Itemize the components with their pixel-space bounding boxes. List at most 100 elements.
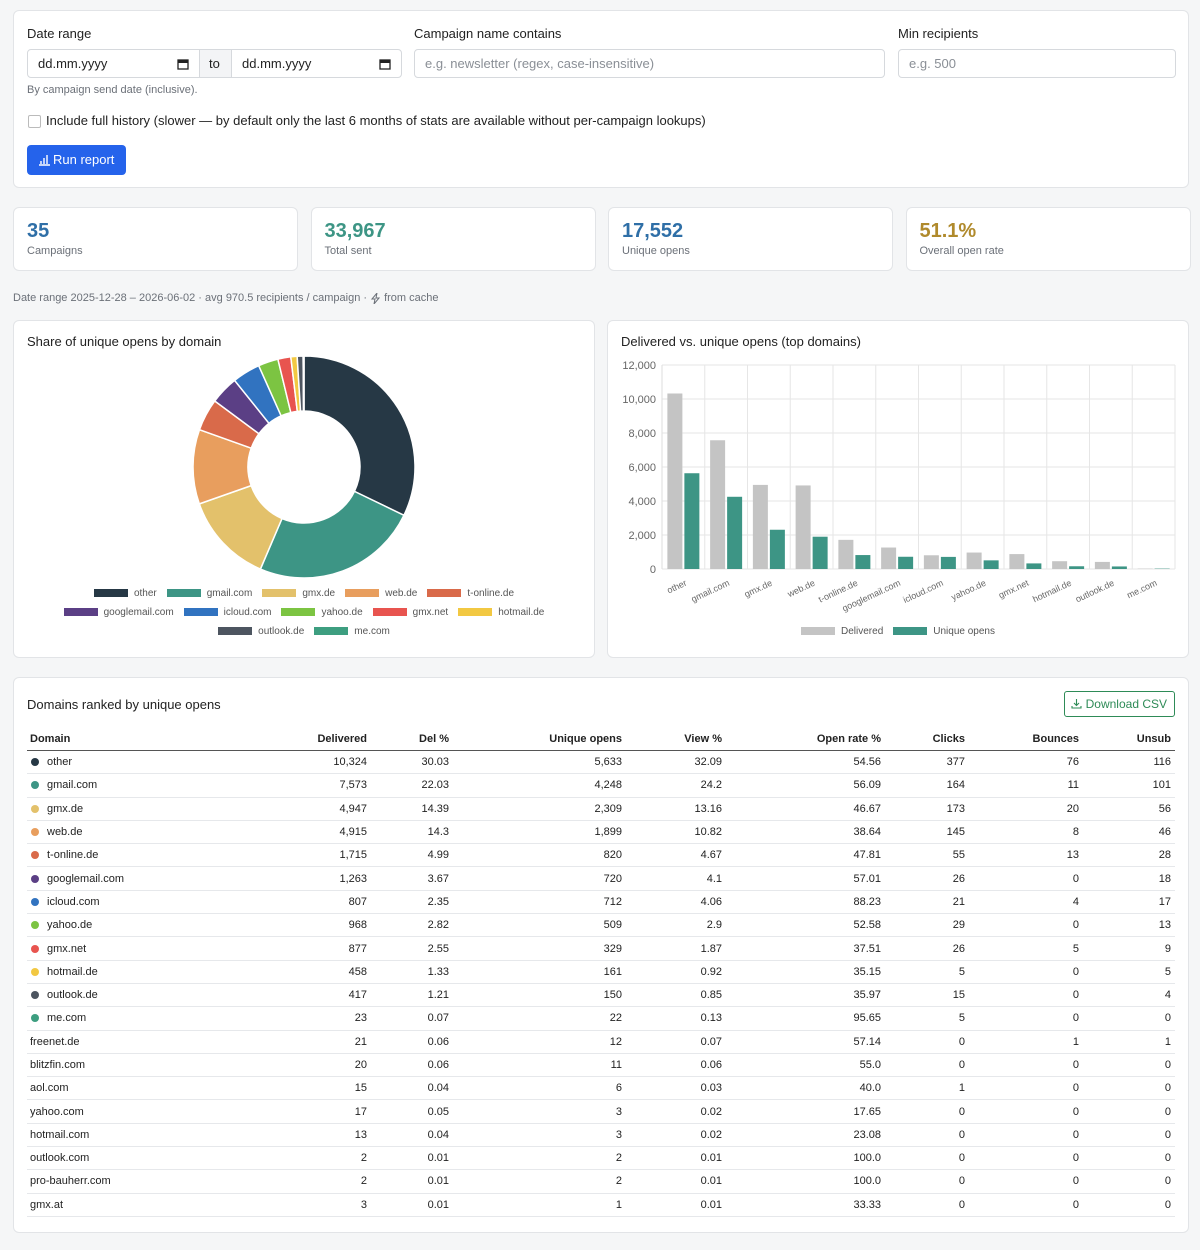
table-cell: 56.09 (726, 773, 885, 798)
bar (966, 552, 982, 569)
column-header: Clicks (885, 728, 969, 751)
table-cell: 0 (885, 1030, 969, 1054)
table-cell: 3 (240, 1193, 371, 1217)
domain-cell: outlook.de (27, 983, 240, 1008)
x-tick-label: gmx.net (997, 578, 1031, 601)
min-input[interactable]: e.g. 500 (898, 49, 1176, 78)
table-cell: 0 (1083, 1099, 1175, 1124)
table-cell: 0 (969, 913, 1083, 938)
legend-swatch (183, 608, 218, 616)
table-cell: 100.0 (726, 1146, 885, 1171)
table-cell: 0.02 (626, 1099, 726, 1124)
header-row: Domain Delivered Del % Unique opens View % Op… (27, 728, 1175, 751)
table-cell: 5 (885, 1006, 969, 1031)
table-cell: 38.64 (726, 820, 885, 845)
domain-name: web.de (47, 826, 83, 839)
date-to-input[interactable]: dd.mm.yyyy (231, 49, 402, 78)
legend-item: hotmail.de (458, 605, 544, 619)
domain-cell: yahoo.com (27, 1099, 240, 1124)
stat-value: 51.1% (919, 220, 977, 242)
table-cell: 0 (969, 866, 1083, 891)
table-row: other 10,324 30.03 5,633 32.09 54.56 377 76 116 (27, 750, 1175, 775)
campaign-input[interactable]: e.g. newsletter (regex, case-insensitive… (414, 49, 885, 78)
domain-cell: me.com (27, 1006, 240, 1031)
table-cell: 21 (240, 1030, 371, 1054)
legend-item: icloud.com (183, 605, 271, 619)
date-hint: By campaign send date (inclusive). (27, 84, 198, 96)
table-cell: 4 (1083, 983, 1175, 1008)
table-cell: 1,899 (453, 820, 626, 845)
table-cell: 807 (240, 890, 371, 915)
legend-label: web.de (385, 587, 418, 599)
bar (684, 473, 700, 569)
meta-cache: from cache (384, 292, 439, 304)
table-cell: 13.16 (626, 797, 726, 821)
chart-title: Share of unique opens by domain (27, 334, 222, 349)
table-cell: 0.13 (626, 1006, 726, 1031)
table-cell: 4 (969, 890, 1083, 915)
table-cell: 95.65 (726, 1006, 885, 1031)
table-cell: 5 (1083, 960, 1175, 984)
history-checkbox[interactable] (28, 115, 41, 128)
domain-dot (31, 944, 39, 953)
table-cell: 47.81 (726, 843, 885, 868)
table-row: me.com 23 0.07 22 0.13 95.65 5 0 0 (27, 1006, 1175, 1031)
table-row: googlemail.com 1,263 3.67 720 4.1 57.01 26 0 18 (27, 866, 1175, 891)
pie-card: Share of unique opens by domain other gma… (13, 320, 595, 658)
table-row: gmx.at 3 0.01 1 0.01 33.33 0 0 0 (27, 1193, 1175, 1217)
table-cell: 164 (885, 773, 969, 798)
legend-swatch (801, 627, 836, 635)
table-cell: 22 (453, 1006, 626, 1031)
table-cell: 2 (240, 1169, 371, 1194)
min-placeholder: e.g. 500 (909, 56, 956, 71)
table-cell: 3.67 (371, 866, 453, 891)
table-cell: 0 (1083, 1006, 1175, 1031)
bar (1026, 563, 1042, 569)
legend-item: Unique opens (893, 624, 995, 638)
x-tick-label: other (665, 578, 688, 596)
table-cell: 2 (453, 1169, 626, 1194)
table-cell: 13 (1083, 913, 1175, 938)
table-cell: 0 (969, 1146, 1083, 1171)
y-tick-label: 2,000 (628, 530, 656, 542)
table-cell: 0.06 (371, 1030, 453, 1054)
table-cell: 377 (885, 750, 969, 775)
domain-name: aol.com (30, 1082, 69, 1095)
download-text: Download CSV (1085, 697, 1167, 711)
domain-cell: gmx.net (27, 936, 240, 961)
table-cell: 2.82 (371, 913, 453, 938)
bar (1052, 561, 1068, 569)
table-cell: 0.05 (371, 1099, 453, 1124)
domain-name: gmx.at (30, 1198, 64, 1211)
table-cell: 0 (885, 1146, 969, 1171)
table-cell: 5 (885, 960, 969, 984)
campaign-label: Campaign name contains (414, 26, 562, 41)
table-body: other 10,324 30.03 5,633 32.09 54.56 377 76 116 g… (27, 750, 1175, 1217)
table-cell: 76 (969, 750, 1083, 775)
legend-item: gmail.com (166, 586, 252, 600)
y-tick-label: 4,000 (628, 496, 656, 508)
table-cell: 0 (1083, 1146, 1175, 1171)
legend-item: other (93, 586, 157, 600)
table-row: icloud.com 807 2.35 712 4.06 88.23 21 4 17 (27, 890, 1175, 915)
legend-swatch (345, 589, 380, 597)
table-row: yahoo.de 968 2.82 509 2.9 52.58 29 0 13 (27, 913, 1175, 938)
download-csv-button[interactable]: Download CSV (1063, 691, 1175, 717)
legend-label: gmx.de (302, 587, 336, 599)
run-report-button[interactable]: Run report (27, 145, 126, 175)
legend: other gmail.com gmx.de web.de t-online.de goo… (54, 586, 554, 638)
table-cell: 57.01 (726, 866, 885, 891)
bar (769, 529, 785, 569)
table-row: yahoo.com 17 0.05 3 0.02 17.65 0 0 0 (27, 1099, 1175, 1124)
table-cell: 23 (240, 1006, 371, 1031)
domain-dot (31, 874, 39, 883)
table-cell: 100.0 (726, 1169, 885, 1194)
date-from-input[interactable]: dd.mm.yyyy (27, 49, 200, 78)
domain-name: gmx.de (47, 802, 84, 815)
domain-name: outlook.de (47, 989, 98, 1002)
table-cell: 46.67 (726, 797, 885, 821)
table-row: outlook.com 2 0.01 2 0.01 100.0 0 0 0 (27, 1146, 1175, 1171)
table-row: freenet.de 21 0.06 12 0.07 57.14 0 1 1 (27, 1030, 1175, 1054)
stat-card: 17,552 Unique opens (608, 207, 893, 271)
